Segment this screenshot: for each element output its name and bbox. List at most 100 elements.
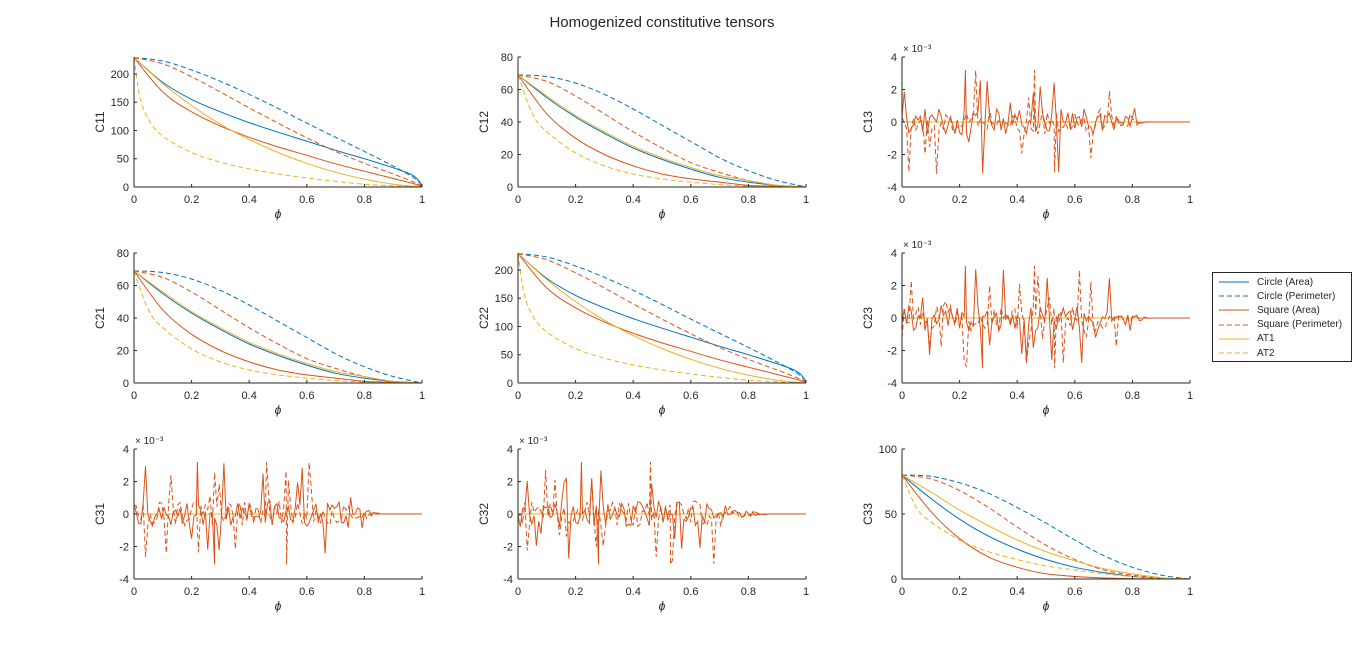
series-line [518, 74, 806, 187]
x-tick-label: 1 [419, 586, 425, 598]
series-line [518, 253, 806, 383]
series-line [518, 253, 806, 382]
x-tick-label: 0 [515, 390, 521, 402]
subplot-C21: 0 20 40 60 80 0 0.2 0.4 0.6 0.8 1 ϕ C21 [93, 248, 425, 417]
y-tick-label: 150 [111, 97, 129, 109]
x-tick-label: 0.6 [1067, 586, 1082, 598]
x-tick-label: 0.8 [741, 390, 756, 402]
y-tick-label: 150 [495, 293, 513, 305]
y-tick-label: 2 [891, 85, 897, 97]
x-tick-label: 0.4 [626, 194, 641, 206]
x-tick-label: 0.8 [1125, 586, 1140, 598]
x-tick-label: 0 [131, 390, 137, 402]
y-tick-label: 0 [507, 509, 513, 521]
x-tick-label: 0.4 [242, 194, 257, 206]
legend-label: AT1 [1257, 333, 1275, 345]
legend-swatch [1219, 295, 1249, 297]
series-line [518, 461, 806, 565]
legend-item: Square (Area) [1213, 303, 1351, 317]
x-tick-label: 0.6 [1067, 194, 1082, 206]
series-line [134, 270, 422, 383]
y-tick-label: 200 [495, 265, 513, 277]
x-tick-label: 0.4 [242, 390, 257, 402]
series-line [134, 461, 422, 565]
y-tick-label: 0 [891, 574, 897, 586]
legend-item: AT2 [1213, 346, 1351, 360]
y-axis-label: C12 [477, 111, 491, 133]
x-tick-label: 0.6 [683, 586, 698, 598]
y-tick-label: 100 [879, 444, 897, 456]
y-tick-label: 0 [891, 117, 897, 129]
series-group [134, 270, 422, 383]
x-tick-label: 0.4 [626, 586, 641, 598]
series-group [134, 461, 422, 565]
y-tick-label: 0 [507, 378, 513, 390]
legend-label: Circle (Perimeter) [1257, 290, 1336, 302]
series-line [518, 461, 806, 565]
y-axis-label: C22 [477, 307, 491, 329]
x-tick-label: 0.4 [242, 586, 257, 598]
series-line [902, 474, 1190, 579]
y-tick-label: -4 [119, 574, 129, 586]
y-tick-label: 0 [123, 509, 129, 521]
series-line [902, 265, 1190, 369]
x-tick-label: 0.2 [568, 390, 583, 402]
series-line [518, 74, 806, 187]
y-tick-label: 80 [501, 52, 513, 64]
series-group [518, 253, 806, 383]
legend-swatch [1219, 309, 1249, 311]
legend-swatch [1219, 338, 1249, 340]
x-tick-label: 0.6 [299, 194, 314, 206]
x-tick-label: 0.8 [741, 586, 756, 598]
legend-item: Square (Perimeter) [1213, 318, 1351, 332]
y-axis-label: C23 [861, 307, 875, 329]
x-axis-label: ϕ [659, 207, 666, 221]
series-group [902, 69, 1190, 174]
legend-label: Square (Perimeter) [1257, 319, 1343, 331]
series-line [134, 57, 422, 187]
x-axis-label: ϕ [275, 207, 282, 221]
y-axis-label: C11 [93, 111, 107, 132]
y-tick-label: 50 [501, 350, 513, 362]
y-tick-label: 80 [117, 248, 129, 260]
x-tick-label: 1 [803, 586, 809, 598]
subplot-C11: 0 50 100 150 200 0 0.2 0.4 0.6 0.8 1 ϕ C11 [93, 57, 425, 221]
x-tick-label: 0.2 [568, 586, 583, 598]
series-group [518, 74, 806, 187]
series-group [518, 461, 806, 565]
y-axis-label: C21 [93, 307, 107, 329]
axis-multiplier: × 10⁻³ [903, 44, 932, 55]
x-tick-label: 0.8 [1125, 390, 1140, 402]
series-line [518, 74, 806, 187]
series-group [902, 265, 1190, 369]
subplot-C31: -4 -2 0 2 4 0 0.2 0.4 0.6 0.8 1 ϕ C31 × 10⁻³ [93, 436, 425, 613]
y-tick-label: -4 [887, 378, 897, 390]
y-tick-label: 40 [117, 313, 129, 325]
x-tick-label: 0.2 [952, 194, 967, 206]
x-tick-label: 0.2 [184, 586, 199, 598]
x-tick-label: 0.6 [683, 390, 698, 402]
legend: Circle (Area) Circle (Perimeter) Square (A… [1212, 272, 1352, 362]
x-tick-label: 0 [899, 390, 905, 402]
y-tick-label: 4 [507, 444, 513, 456]
series-line [518, 253, 806, 382]
subplot-C32: -4 -2 0 2 4 0 0.2 0.4 0.6 0.8 1 ϕ C32 × 10⁻³ [477, 436, 809, 613]
legend-item: Circle (Perimeter) [1213, 289, 1351, 303]
series-line [518, 74, 806, 187]
x-tick-label: 0.6 [299, 390, 314, 402]
subplot-C33: 0 50 100 0 0.2 0.4 0.6 0.8 1 ϕ C33 [861, 444, 1193, 613]
y-tick-label: 0 [123, 182, 129, 194]
x-tick-label: 1 [1187, 194, 1193, 206]
axis-multiplier: × 10⁻³ [903, 240, 932, 251]
x-axis-label: ϕ [275, 599, 282, 613]
legend-swatch [1219, 281, 1249, 283]
y-axis-label: C33 [861, 503, 875, 525]
subplot-C13: -4 -2 0 2 4 0 0.2 0.4 0.6 0.8 1 ϕ C13 × 10⁻³ [861, 44, 1193, 221]
series-line [518, 253, 806, 383]
x-tick-label: 1 [1187, 586, 1193, 598]
y-tick-label: 50 [117, 154, 129, 166]
x-axis-label: ϕ [1043, 599, 1050, 613]
y-tick-label: -2 [503, 542, 513, 554]
legend-swatch [1219, 352, 1249, 354]
